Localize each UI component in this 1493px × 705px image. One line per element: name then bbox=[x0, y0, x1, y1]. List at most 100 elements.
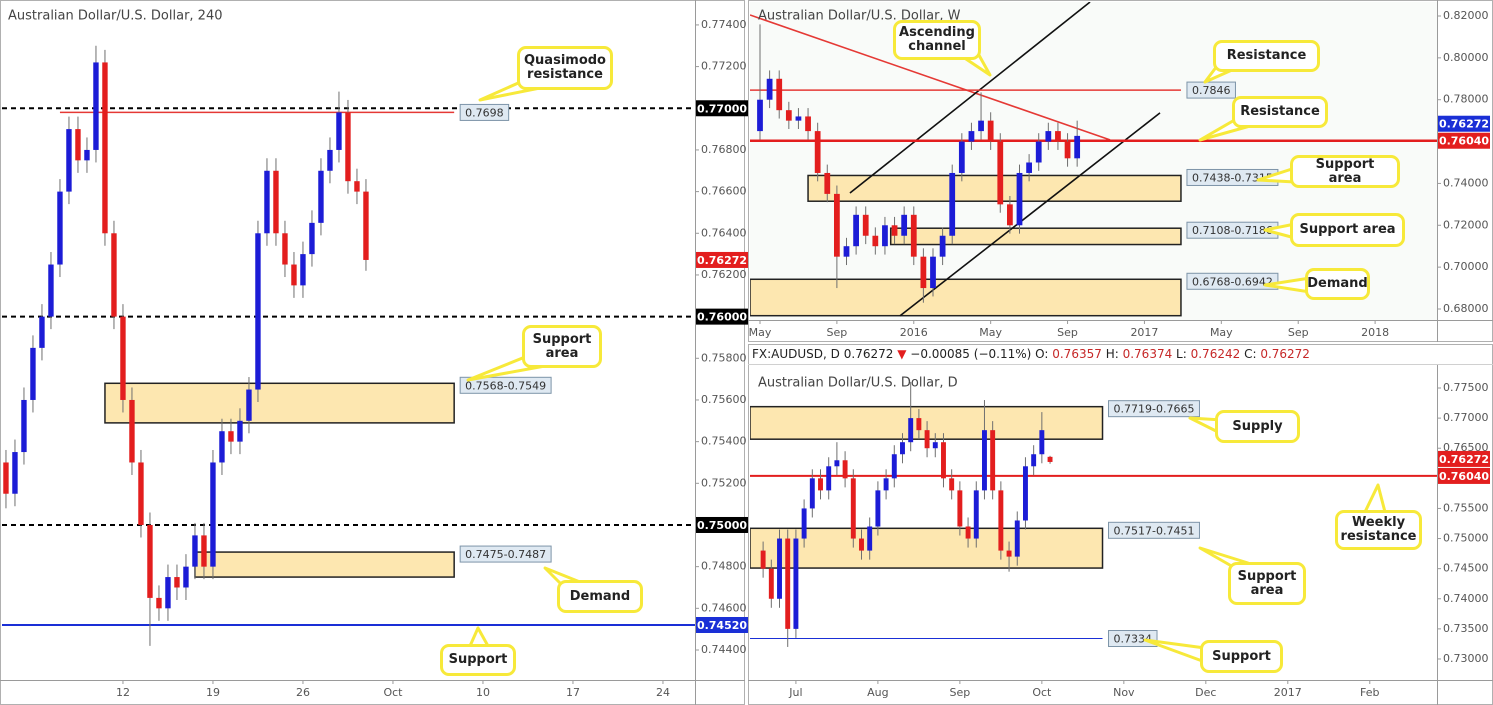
candle-body bbox=[102, 62, 108, 234]
candle-body bbox=[939, 235, 946, 257]
candle-body bbox=[900, 442, 905, 455]
candle-body bbox=[760, 550, 766, 569]
y-tick-label: 0.75800 bbox=[701, 351, 747, 364]
y-tick-label: 0.68000 bbox=[1443, 302, 1489, 315]
candle-body bbox=[867, 526, 873, 551]
y-tick-label: 0.82000 bbox=[1443, 9, 1489, 22]
candle-body bbox=[1047, 456, 1053, 462]
candle-body bbox=[801, 508, 807, 539]
candle-body bbox=[910, 214, 917, 257]
candle-body bbox=[1055, 131, 1061, 142]
candle-body bbox=[949, 478, 955, 491]
candle-body bbox=[264, 170, 270, 234]
header-item: C: bbox=[1244, 347, 1256, 361]
y-tick-label: 0.74600 bbox=[701, 601, 747, 614]
price-tag-label: 0.76272 bbox=[697, 254, 747, 267]
trendline bbox=[899, 112, 1161, 317]
y-tick-label: 0.74000 bbox=[1443, 176, 1489, 189]
y-tick-label: 0.74400 bbox=[701, 643, 747, 656]
candle-body bbox=[949, 172, 956, 236]
candle-body bbox=[998, 490, 1004, 551]
symbol-header: FX:AUDUSD, D 0.76272 ▼ −0.00085 (−0.11%)… bbox=[752, 347, 1310, 361]
level-label: 0.7438-0.7315 bbox=[1192, 171, 1273, 184]
level-label: 0.7475-0.7487 bbox=[465, 548, 546, 561]
candle-body bbox=[916, 418, 922, 431]
candle-body bbox=[814, 131, 821, 173]
candle-body bbox=[174, 577, 180, 588]
annotation: Support area bbox=[1228, 562, 1306, 605]
candle-body bbox=[872, 235, 879, 247]
candle-body bbox=[354, 181, 360, 192]
candle-body bbox=[853, 214, 859, 247]
candle-body bbox=[30, 347, 36, 400]
y-tick-label: 0.74800 bbox=[701, 560, 747, 573]
candle-body bbox=[785, 538, 791, 629]
x-tick-label: Aug bbox=[867, 686, 888, 699]
candle-body bbox=[850, 478, 856, 539]
candle-body bbox=[318, 170, 324, 223]
price-tag-label: 0.76040 bbox=[1439, 470, 1489, 483]
x-tick-label: Oct bbox=[383, 686, 403, 699]
y-tick-label: 0.75500 bbox=[1443, 501, 1489, 514]
level-label: 0.7719-0.7665 bbox=[1114, 403, 1195, 416]
candle-body bbox=[776, 78, 783, 111]
y-tick-label: 0.80000 bbox=[1443, 51, 1489, 64]
plot-2 bbox=[750, 381, 1437, 647]
candle-body bbox=[3, 462, 9, 494]
level-label: 0.7334 bbox=[1114, 633, 1153, 646]
x-tick-label: 24 bbox=[656, 686, 670, 699]
candle-body bbox=[805, 116, 811, 132]
annotation: Ascending channel bbox=[893, 20, 981, 60]
candle-body bbox=[183, 566, 189, 588]
annotation: Quasimodo resistance bbox=[517, 46, 613, 90]
price-tag bbox=[696, 100, 748, 117]
price-tag-label: 0.76040 bbox=[1439, 135, 1489, 148]
candle-body bbox=[192, 535, 198, 567]
candle-body bbox=[842, 460, 848, 479]
candle-body bbox=[327, 149, 333, 171]
candle-body bbox=[66, 129, 72, 192]
candle-body bbox=[1006, 550, 1012, 557]
candle-body bbox=[1045, 131, 1052, 142]
header-item: ▼ bbox=[897, 347, 907, 361]
header-item: L: bbox=[1176, 347, 1187, 361]
level-label: 0.7108-0.7186 bbox=[1192, 224, 1273, 237]
level-label: 0.7517-0.7451 bbox=[1114, 524, 1195, 537]
y-tick-label: 0.76800 bbox=[701, 143, 747, 156]
candle-body bbox=[1022, 466, 1028, 521]
price-tag bbox=[1438, 132, 1490, 149]
price-tag bbox=[1438, 115, 1490, 132]
level-label-box bbox=[1108, 521, 1200, 539]
candle-body bbox=[824, 172, 831, 194]
price-tag bbox=[1438, 467, 1490, 484]
candle-body bbox=[757, 99, 763, 132]
zone bbox=[807, 174, 1182, 202]
level-label: 0.7698 bbox=[465, 106, 504, 119]
candle-body bbox=[891, 454, 897, 479]
candle-body bbox=[228, 431, 234, 442]
x-tick-label: 17 bbox=[566, 686, 580, 699]
candle-body bbox=[768, 568, 774, 599]
y-tick-label: 0.76600 bbox=[701, 185, 747, 198]
candle-body bbox=[48, 264, 54, 317]
candle-body bbox=[165, 577, 171, 609]
candle-body bbox=[84, 149, 90, 161]
x-tick-label: 26 bbox=[296, 686, 310, 699]
candle-body bbox=[12, 452, 18, 494]
candle-body bbox=[777, 538, 782, 599]
candle-body bbox=[345, 112, 351, 182]
candle-body bbox=[920, 256, 927, 289]
annotation: Resistance bbox=[1232, 96, 1328, 128]
candle-body bbox=[21, 399, 27, 453]
header-item: 0.76272 bbox=[844, 347, 894, 361]
candle-body bbox=[57, 191, 63, 265]
y-tick-label: 0.77400 bbox=[701, 18, 747, 31]
price-tag bbox=[696, 308, 748, 325]
plot-1 bbox=[750, 2, 1437, 317]
header-item: 0.76272 bbox=[1260, 347, 1310, 361]
annotation: Resistance bbox=[1213, 40, 1320, 72]
zone bbox=[750, 527, 1104, 569]
candle-body bbox=[932, 442, 938, 449]
candle-body bbox=[875, 490, 881, 527]
